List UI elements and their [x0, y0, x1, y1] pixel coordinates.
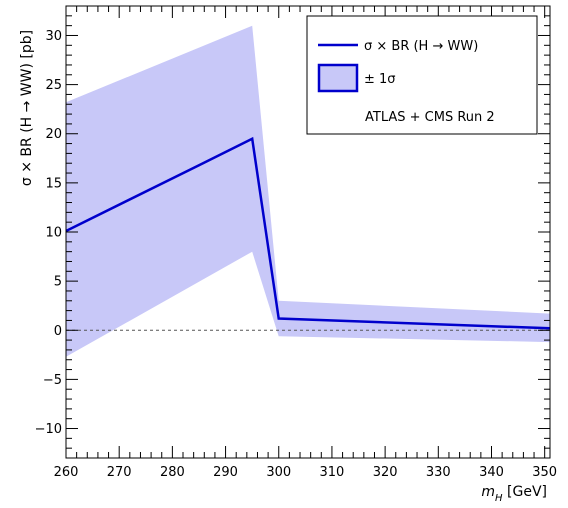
x-tick-label: 330 [426, 465, 451, 480]
y-tick-label: 0 [54, 324, 62, 339]
y-tick-label: −10 [35, 422, 62, 437]
legend-band-swatch [317, 63, 359, 93]
legend-entry-series: σ × BR (H → WW) [364, 39, 478, 54]
x-axis-label-main: m [481, 484, 495, 500]
uncertainty-band [66, 25, 550, 357]
legend-entry-band: ± 1σ [364, 72, 396, 87]
x-tick-label: 300 [266, 465, 291, 480]
x-tick-label: 260 [54, 465, 79, 480]
x-tick-label: 310 [320, 465, 345, 480]
axis-ticks: 260 270 280 290 300 310 320 330 340 350 −10 −5 0 5 10 1… [35, 5, 557, 480]
y-tick-label: 30 [45, 29, 62, 44]
x-tick-label: 350 [532, 465, 557, 480]
legend-annotation: ATLAS + CMS Run 2 [365, 110, 495, 125]
y-tick-label: 10 [45, 226, 62, 241]
x-axis-label: mH [GeV] [481, 484, 547, 504]
x-tick-label: 280 [160, 465, 185, 480]
y-tick-label: 20 [45, 127, 62, 142]
y-tick-label: 15 [45, 176, 62, 191]
plot-frame [65, 5, 551, 459]
x-axis-label-sub: H [495, 493, 503, 504]
y-tick-label: 5 [54, 275, 62, 290]
legend: σ × BR (H → WW) ± 1σ ATLAS + CMS Run 2 [306, 15, 538, 135]
x-tick-label: 320 [373, 465, 398, 480]
x-tick-label: 340 [479, 465, 504, 480]
x-tick-label: 290 [213, 465, 238, 480]
y-axis-label: σ × BR (H → WW) [pb] [19, 30, 35, 186]
y-tick-label: −5 [43, 373, 62, 388]
series-line [65, 136, 551, 330]
x-tick-label: 270 [107, 465, 132, 480]
x-axis-label-unit: [GeV] [503, 484, 547, 500]
y-tick-label: 25 [45, 78, 62, 93]
